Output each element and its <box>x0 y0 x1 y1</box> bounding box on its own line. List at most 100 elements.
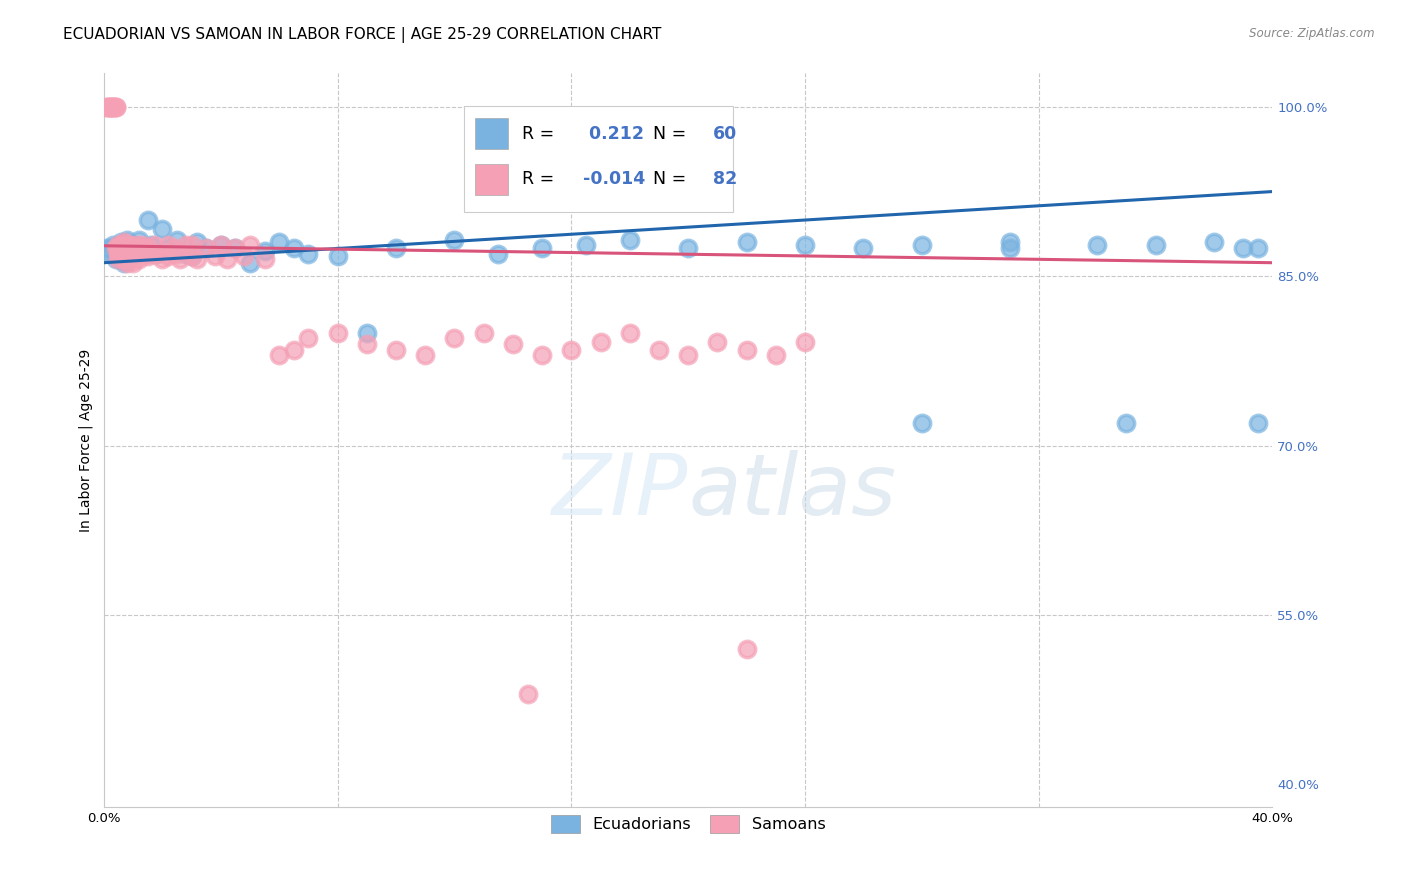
Point <box>195 241 218 255</box>
Point <box>735 343 758 357</box>
Point <box>150 252 173 267</box>
Point <box>531 241 554 255</box>
Point <box>166 246 188 260</box>
Point <box>706 334 728 349</box>
Point <box>186 252 208 267</box>
Point <box>139 237 162 252</box>
Text: N =: N = <box>654 125 692 143</box>
Point <box>195 241 218 255</box>
Point <box>735 642 758 657</box>
FancyBboxPatch shape <box>464 106 733 212</box>
Point <box>502 337 524 351</box>
Point <box>283 343 305 357</box>
Point <box>186 235 208 250</box>
Point <box>122 256 145 270</box>
Point <box>104 241 127 255</box>
Point <box>356 326 378 340</box>
Point <box>107 241 129 255</box>
Point <box>1232 241 1254 255</box>
Point <box>911 237 934 252</box>
Point <box>117 241 139 255</box>
Point <box>209 237 232 252</box>
Point <box>385 343 408 357</box>
Point <box>101 100 124 114</box>
Point <box>911 416 934 430</box>
Text: Source: ZipAtlas.com: Source: ZipAtlas.com <box>1250 27 1375 40</box>
Point <box>120 249 142 263</box>
Point <box>619 326 641 340</box>
Point <box>239 237 262 252</box>
Point <box>107 249 129 263</box>
Point <box>117 237 139 252</box>
Point <box>110 246 132 260</box>
Text: R =: R = <box>522 125 560 143</box>
Point <box>98 100 121 114</box>
Point <box>107 237 129 252</box>
Point <box>139 246 162 260</box>
Point <box>150 222 173 236</box>
Point <box>112 246 135 260</box>
Point <box>125 246 148 260</box>
Point <box>120 246 142 260</box>
Point <box>101 100 124 114</box>
Point <box>136 212 159 227</box>
Point <box>204 249 226 263</box>
Point <box>145 246 167 260</box>
Point <box>117 252 139 267</box>
Point <box>128 233 150 247</box>
Point <box>122 241 145 255</box>
Point <box>180 249 202 263</box>
Point <box>224 241 246 255</box>
Point <box>157 249 180 263</box>
Point <box>122 244 145 259</box>
Point <box>253 244 276 259</box>
Text: N =: N = <box>654 170 692 188</box>
Point <box>107 252 129 267</box>
Point <box>648 343 671 357</box>
Point <box>157 237 180 252</box>
Point <box>676 241 699 255</box>
Point <box>107 246 129 260</box>
Point <box>104 100 127 114</box>
Point <box>794 334 817 349</box>
Point <box>117 233 139 247</box>
Point <box>472 326 495 340</box>
Point <box>283 241 305 255</box>
Point <box>104 244 127 259</box>
Point <box>96 241 118 255</box>
Point <box>180 249 202 263</box>
Point <box>131 241 153 255</box>
Point <box>486 246 509 260</box>
FancyBboxPatch shape <box>475 164 508 194</box>
Text: 0.212: 0.212 <box>583 125 644 143</box>
Point <box>122 249 145 263</box>
Point <box>174 237 197 252</box>
Point <box>117 244 139 259</box>
Point <box>269 235 291 250</box>
Point <box>1085 237 1108 252</box>
Point <box>104 100 127 114</box>
Legend: Ecuadorians, Samoans: Ecuadorians, Samoans <box>544 808 832 839</box>
Point <box>735 235 758 250</box>
Text: 60: 60 <box>713 125 737 143</box>
Point <box>110 235 132 250</box>
Point <box>122 237 145 252</box>
Point <box>117 256 139 270</box>
Y-axis label: In Labor Force | Age 25-29: In Labor Force | Age 25-29 <box>79 349 93 532</box>
Point <box>125 237 148 252</box>
Point <box>326 326 349 340</box>
Point <box>142 237 165 252</box>
Point <box>101 237 124 252</box>
Point <box>1115 416 1137 430</box>
Point <box>1202 235 1225 250</box>
Point <box>174 246 197 260</box>
Point <box>619 233 641 247</box>
Point <box>516 687 538 701</box>
Point <box>101 100 124 114</box>
Point <box>104 252 127 267</box>
Point <box>120 246 142 260</box>
Point <box>166 233 188 247</box>
Point <box>443 331 465 345</box>
Point <box>224 241 246 255</box>
Point <box>128 252 150 267</box>
